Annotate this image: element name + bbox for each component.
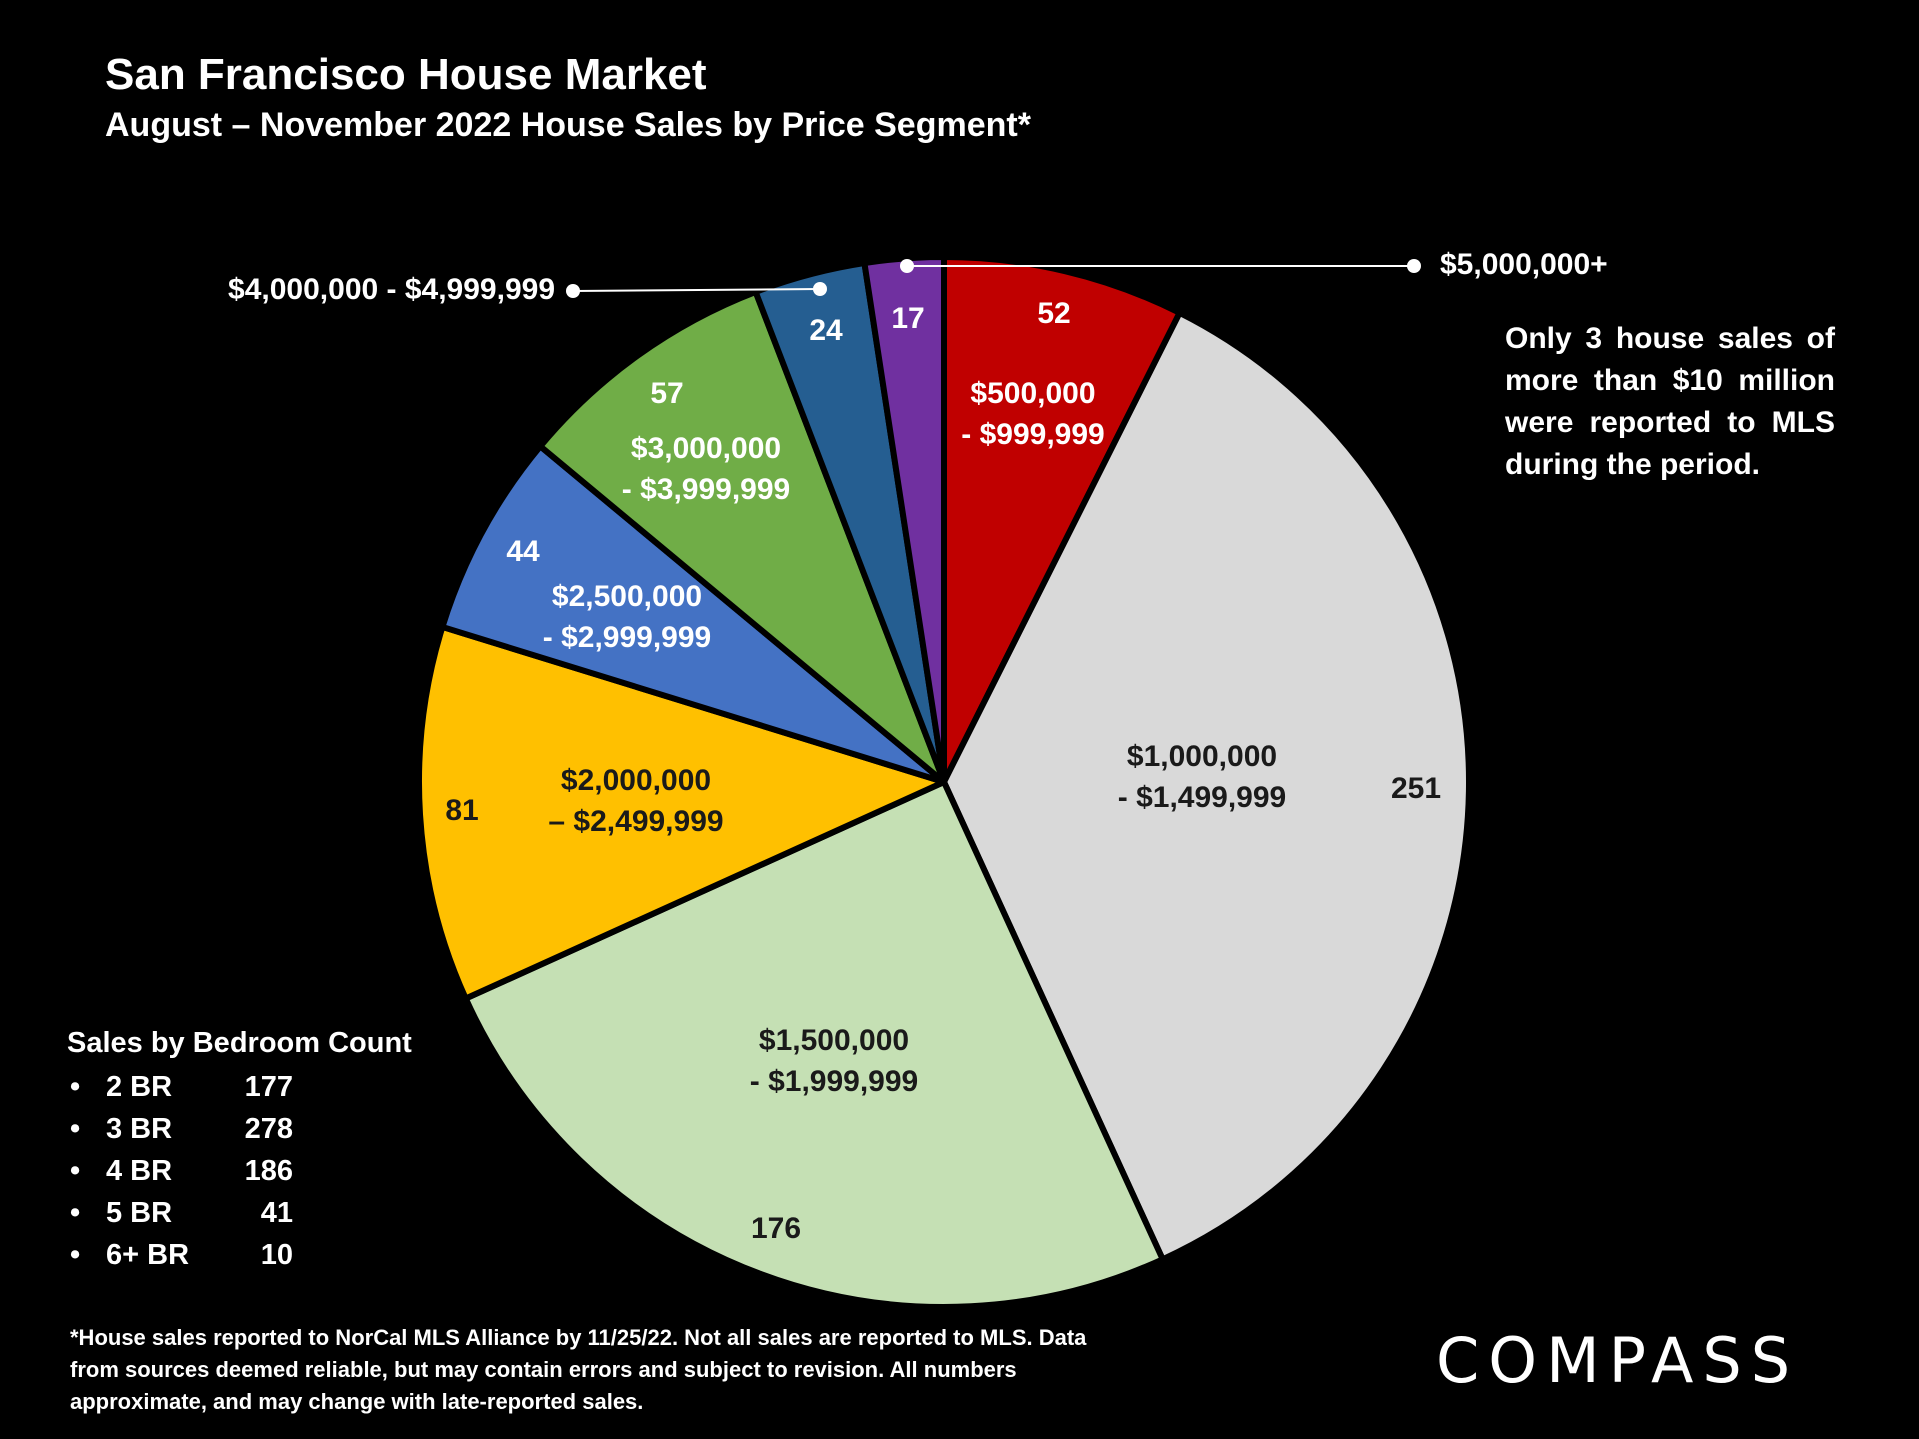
slice-value-label: 44 [506,535,540,568]
slice-category-label: $1,500,000 [759,1024,909,1057]
pie-slice [941,254,1183,785]
bedroom-row: • 4 BR 186 [67,1150,412,1192]
slice-value-label: 24 [809,314,843,347]
pie-slice [941,309,1472,1263]
pie-slice [462,779,1166,1311]
bedroom-count: 41 [260,1196,293,1229]
callout-dot [566,284,580,298]
slice-category-label: - $1,999,999 [750,1065,918,1098]
bedroom-count: 278 [244,1112,293,1145]
bedroom-count-box: Sales by Bedroom Count • 2 BR 177 • 3 BR 278 •… [67,1027,412,1276]
bedroom-count: 10 [260,1238,293,1271]
slice-category-label: $1,000,000 [1127,740,1277,773]
slice-category-label: $2,000,000 [561,764,711,797]
slice-value-label: 81 [445,794,478,827]
slice-value-label: 52 [1037,297,1070,330]
slice-category-label: - $999,999 [961,418,1104,451]
slice-value-label: 57 [650,377,683,410]
slice-category-label: $3,000,000 [631,432,781,465]
callout-dot [1407,259,1421,273]
svg-text:COMPASS: COMPASS [1436,1324,1799,1394]
slice-category-label: $500,000 [970,377,1095,410]
slice-category-label: $2,500,000 [552,580,702,613]
bullet: • [70,1112,81,1145]
bedroom-count-title: Sales by Bedroom Count [67,1027,412,1059]
slice-category-label: $5,000,000+ [1440,248,1608,281]
pie-slice [416,623,947,1002]
bedroom-count: 186 [244,1154,293,1187]
footnote: *House sales reported to NorCal MLS Alli… [70,1325,1087,1414]
bedroom-row: • 6+ BR 10 [67,1234,412,1276]
pie-slice [439,443,947,785]
slice-category-label: $4,000,000 - $4,999,999 [228,273,555,306]
callout-dot [900,259,914,273]
bedroom-label: 2 BR [106,1070,173,1103]
compass-logo-mark: COMPASS [1436,1324,1799,1394]
bullet: • [70,1238,81,1271]
compass-logo: COMPASS [1436,1324,1896,1394]
callout-line [572,288,821,292]
note-text: Only 3 house sales of more than $10 mill… [1505,322,1835,481]
bedroom-label: 6+ BR [106,1238,190,1271]
slice-category-label: – $2,499,999 [548,805,723,838]
chart-title: San Francisco House Market [105,50,707,99]
slice-value-label: 17 [891,302,924,335]
slice-value-label: 251 [1391,772,1441,805]
bedroom-row: • 3 BR 278 [67,1108,412,1150]
slice-category-label: - $2,999,999 [543,621,711,654]
bullet: • [70,1070,81,1103]
bedroom-count: 177 [244,1070,293,1103]
pie-slice [861,254,947,785]
callout-dot [813,282,827,296]
bedroom-label: 5 BR [106,1196,173,1229]
bullet: • [70,1196,81,1229]
pie-slice [537,288,947,785]
bedroom-label: 4 BR [106,1154,173,1187]
bedroom-row: • 2 BR 177 [67,1066,412,1108]
slice-category-label: - $3,999,999 [622,473,790,506]
chart-subtitle: August – November 2022 House Sales by Pr… [105,106,1031,144]
bedroom-row: • 5 BR 41 [67,1192,412,1234]
slice-category-label: - $1,499,999 [1118,781,1286,814]
bullet: • [70,1154,81,1187]
slice-value-label: 176 [751,1212,801,1245]
bedroom-label: 3 BR [106,1112,173,1145]
